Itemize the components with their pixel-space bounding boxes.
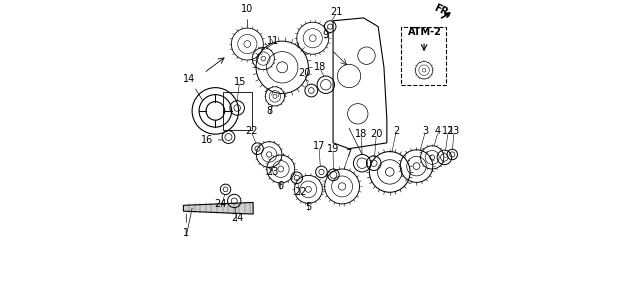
Text: 22: 22 — [294, 187, 307, 197]
Text: 21: 21 — [330, 7, 342, 17]
Text: 5: 5 — [305, 202, 312, 212]
Text: 8: 8 — [266, 106, 272, 116]
Text: 15: 15 — [234, 77, 246, 87]
Text: 18: 18 — [355, 129, 367, 139]
Text: 6: 6 — [277, 181, 284, 191]
Text: 13: 13 — [448, 126, 460, 136]
Text: 16: 16 — [200, 135, 223, 145]
Text: 2: 2 — [393, 126, 399, 136]
Text: 7: 7 — [346, 149, 351, 159]
Text: 20: 20 — [298, 68, 310, 78]
Text: 24: 24 — [214, 199, 227, 209]
Text: 17: 17 — [313, 141, 325, 151]
Text: 24: 24 — [231, 213, 243, 223]
Polygon shape — [184, 203, 253, 214]
Text: 12: 12 — [442, 126, 454, 136]
Text: 18: 18 — [314, 62, 326, 72]
Text: 4: 4 — [435, 126, 441, 136]
Text: 11: 11 — [268, 36, 280, 46]
Text: 14: 14 — [183, 74, 202, 100]
FancyBboxPatch shape — [401, 26, 447, 85]
Text: 9: 9 — [323, 30, 329, 40]
Text: 3: 3 — [422, 126, 428, 136]
Text: ATM-2: ATM-2 — [408, 27, 442, 37]
Text: 23: 23 — [266, 167, 278, 177]
Text: 1: 1 — [183, 214, 189, 238]
Text: 20: 20 — [371, 129, 383, 139]
Text: 22: 22 — [246, 126, 258, 136]
Text: 10: 10 — [241, 4, 253, 27]
Text: FR.: FR. — [433, 3, 453, 20]
Text: 19: 19 — [327, 143, 339, 153]
